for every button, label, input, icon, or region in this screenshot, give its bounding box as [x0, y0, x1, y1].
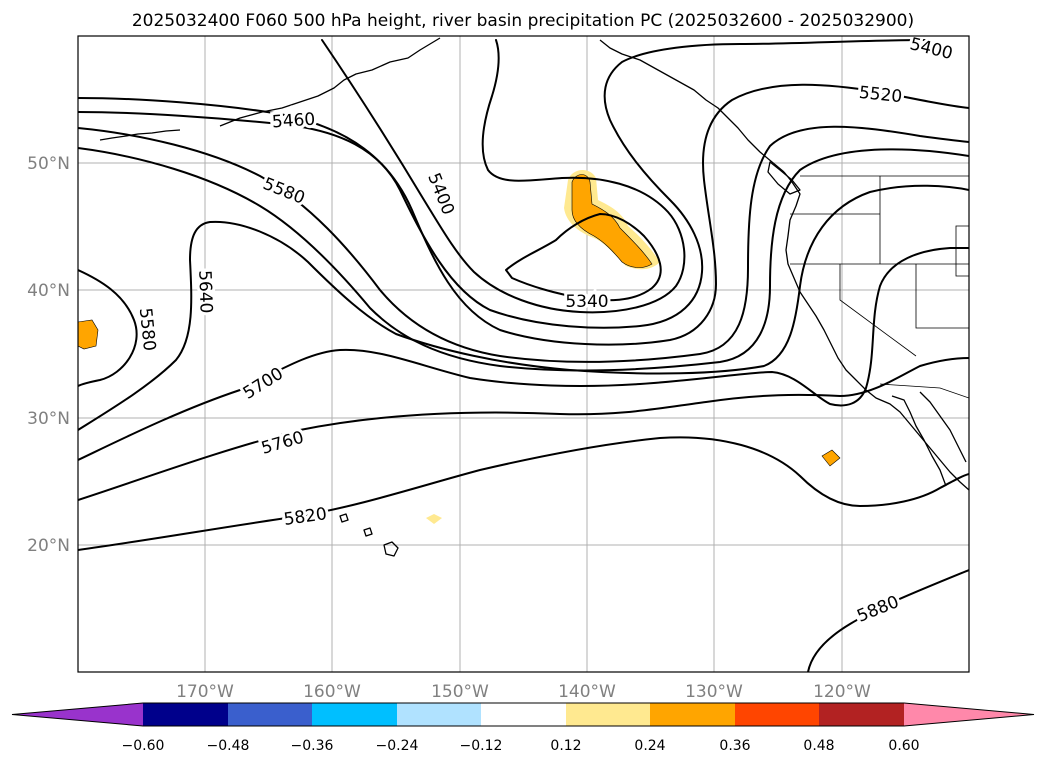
colorbar-segment: [481, 703, 566, 726]
map-title: 2025032400 F060 500 hPa height, river ba…: [132, 11, 914, 31]
colorbar-tick-label: 0.24: [634, 738, 665, 754]
colorbar-segment: [228, 703, 312, 726]
lon-label: 150°W: [431, 682, 489, 702]
colorbar-segment: [312, 703, 397, 726]
contour-5460: [78, 39, 931, 329]
alaska-panhandle: [599, 39, 785, 173]
precip-baja: [821, 449, 841, 467]
colorbar-tick-label: 0.60: [888, 738, 919, 754]
map-frame: [77, 35, 970, 673]
contour-5820: [78, 436, 969, 551]
latitude-labels: 50°N 40°N 30°N 20°N: [27, 154, 70, 556]
contour-label: 5460: [271, 110, 316, 133]
colorbar-extend-min: [12, 703, 143, 726]
precip-hawaii: [426, 514, 442, 524]
aleutian-islands: [99, 129, 181, 141]
gridlines: [78, 36, 969, 672]
colorbar: −0.60 −0.48 −0.36 −0.24 −0.12 0.12 0.24 …: [11, 702, 1035, 754]
colorbar-segment: [819, 703, 904, 726]
lat-label: 50°N: [27, 154, 70, 174]
vancouver-island: [767, 161, 801, 195]
lon-label: 140°W: [558, 682, 616, 702]
colorbar-segments: [11, 702, 1035, 727]
lon-label: 170°W: [176, 682, 234, 702]
colorbar-tick-label: 0.48: [803, 738, 834, 754]
coastlines: [99, 37, 969, 557]
lat-label: 40°N: [27, 281, 70, 301]
precip-west-edge: [78, 319, 99, 350]
lat-label: 30°N: [27, 409, 70, 429]
lon-label: 120°W: [813, 682, 871, 702]
contour-5880: [807, 569, 969, 672]
lon-label: 130°W: [685, 682, 743, 702]
colorbar-segment: [143, 703, 228, 726]
contour-5700: [78, 247, 969, 461]
state-borders: [790, 176, 969, 357]
colorbar-segment: [566, 703, 650, 726]
height-contours: [78, 39, 969, 672]
contour-5640-loop: [78, 184, 969, 431]
colorbar-ticks: −0.60 −0.48 −0.36 −0.24 −0.12 0.12 0.24 …: [122, 738, 920, 754]
colorbar-outline: [11, 702, 1035, 727]
contour-label: 5640: [194, 270, 215, 314]
hawaii-islands: [339, 513, 399, 557]
contour-label: 5340: [565, 292, 608, 312]
colorbar-segment: [735, 703, 819, 726]
contour-5340: [505, 213, 662, 302]
colorbar-tick-label: −0.24: [376, 738, 419, 754]
colorbar-tick-label: −0.36: [291, 738, 334, 754]
lat-label: 20°N: [27, 536, 70, 556]
contour-label: 5520: [858, 83, 903, 107]
contour-5700-inner: [78, 269, 138, 387]
colorbar-tick-label: −0.60: [122, 738, 165, 754]
colorbar-tick-label: 0.36: [719, 738, 750, 754]
colorbar-segment: [650, 703, 735, 726]
colorbar-tick-label: 0.12: [550, 738, 581, 754]
contour-5400: [321, 39, 686, 314]
contour-5580: [78, 125, 969, 363]
us-mexico-border: [879, 383, 969, 399]
contour-5520: [78, 83, 969, 346]
colorbar-tick-label: −0.12: [460, 738, 503, 754]
gulf-of-california: [919, 391, 967, 463]
precip-gulf-of-alaska-core: [571, 174, 653, 268]
colorbar-tick-label: −0.48: [207, 738, 250, 754]
lon-label: 160°W: [303, 682, 361, 702]
colorbar-extend-max: [904, 703, 1034, 726]
baja-peninsula: [891, 395, 947, 487]
contour-5760: [78, 357, 969, 501]
longitude-labels: 170°W 160°W 150°W 140°W 130°W 120°W: [176, 682, 871, 702]
map-area: [78, 36, 969, 672]
colorbar-segment: [397, 703, 481, 726]
precipitation-shading: [78, 169, 841, 524]
alaska-coast: [219, 37, 441, 127]
